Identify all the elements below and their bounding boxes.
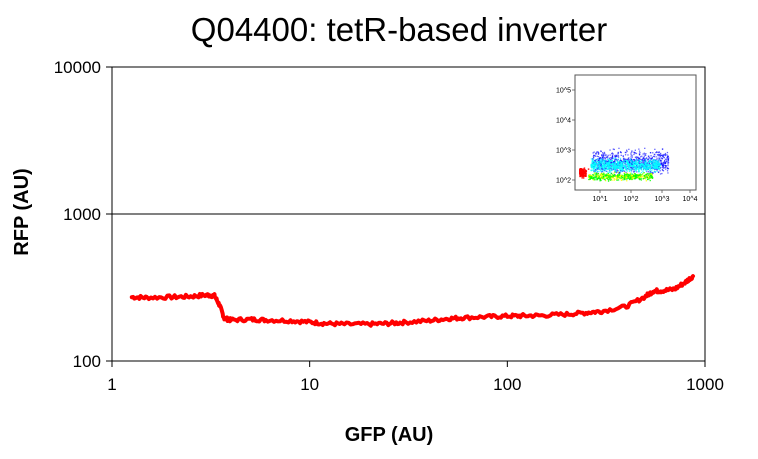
y-tick-label: 10000 [54, 58, 101, 77]
inset-x-tick-label: 10^2 [624, 196, 639, 203]
inset-frame [574, 74, 697, 191]
inset-y-tick-label: 10^3 [556, 148, 571, 155]
inset-x-axis: 10^1 10^2 10^3 10^4 [593, 190, 698, 203]
y-tick-label: 100 [73, 352, 101, 371]
inset-x-tick-label: 10^4 [683, 196, 698, 203]
x-axis-label: GFP (AU) [345, 424, 434, 446]
x-axis: 1 10 100 1000 [107, 361, 724, 394]
inset-y-axis: 10^2 10^3 10^4 10^5 [556, 88, 575, 185]
inset-density-cloud [579, 147, 670, 182]
y-axis-label: RFP (AU) [11, 168, 33, 255]
inset-flow-plot: 10^2 10^3 10^4 10^5 10^1 10^2 10^3 10^4 [556, 74, 698, 203]
y-tick-label: 1000 [63, 205, 101, 224]
inset-y-tick-label: 10^5 [556, 88, 571, 95]
y-axis: 100 1000 10000 [54, 58, 112, 371]
inset-y-tick-label: 10^4 [556, 118, 571, 125]
series-line-rfp [129, 274, 695, 328]
x-tick-label: 100 [493, 375, 521, 394]
x-tick-label: 1 [107, 375, 116, 394]
x-tick-label: 1000 [686, 375, 724, 394]
inset-y-tick-label: 10^2 [556, 178, 571, 185]
inset-x-tick-label: 10^3 [655, 196, 670, 203]
inset-x-tick-label: 10^1 [593, 196, 608, 203]
x-tick-label: 10 [300, 375, 319, 394]
chart-title: Q04400: tetR-based inverter [191, 11, 607, 48]
